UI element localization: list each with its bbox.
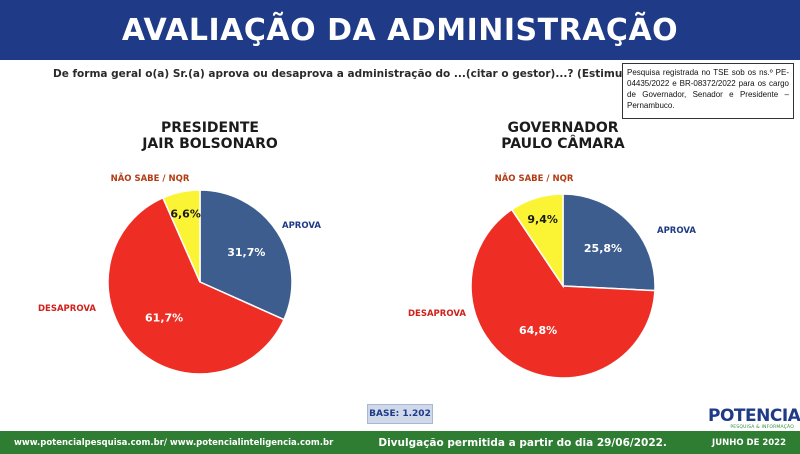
footer-websites[interactable]: www.potencialpesquisa.com.br/ www.potenc… bbox=[14, 437, 334, 448]
chart-title-president-line2: JAIR BOLSONARO bbox=[142, 136, 278, 152]
chart-title-governor-line1: GOVERNADOR bbox=[507, 120, 619, 136]
chart-title-governor-line2: PAULO CÂMARA bbox=[501, 136, 625, 152]
page-title: AVALIAÇÃO DA ADMINISTRAÇÃO bbox=[121, 12, 679, 48]
pie-slice-president-aprova bbox=[199, 189, 293, 321]
registry-note: Pesquisa registrada no TSE sob os ns.º P… bbox=[622, 63, 794, 119]
pie-slice-governor-desaprova bbox=[470, 208, 656, 379]
pie-value-president-desaprova: 61,7% bbox=[145, 312, 183, 325]
pie-value-governor-desaprova: 64,8% bbox=[519, 324, 557, 337]
pie-slice-governor-aprova bbox=[562, 193, 656, 292]
pie-category-president-aprova: APROVA bbox=[282, 221, 321, 231]
base-badge: BASE: 1.202 bbox=[367, 404, 433, 424]
pie-category-governor-desaprova: DESAPROVA bbox=[408, 309, 466, 319]
chart-title-president: PRESIDENTE JAIR BOLSONARO bbox=[125, 120, 295, 152]
pie-category-governor-nao-sabe: NÃO SABE / NQR bbox=[495, 173, 574, 184]
pie-category-president-nao-sabe: NÃO SABE / NQR bbox=[111, 173, 190, 184]
survey-question: De forma geral o(a) Sr.(a) aprova ou des… bbox=[53, 68, 653, 80]
chart-title-president-line1: PRESIDENTE bbox=[161, 120, 259, 136]
pie-value-president-nao-sabe: 6,6% bbox=[170, 208, 201, 221]
pie-slice-president-desaprova bbox=[107, 196, 285, 375]
pie-slice-president-nao-sabe bbox=[161, 189, 201, 283]
footer-bar: www.potencialpesquisa.com.br/ www.potenc… bbox=[0, 431, 800, 454]
pie-slice-governor-nao-sabe bbox=[510, 193, 564, 289]
logo-tagline: PESQUISA & INFORMAÇÃO bbox=[730, 425, 794, 430]
potencial-logo: POTENCIAL PESQUISA & INFORMAÇÃO bbox=[708, 406, 800, 432]
header-bar: AVALIAÇÃO DA ADMINISTRAÇÃO bbox=[0, 0, 800, 60]
pie-value-governor-nao-sabe: 9,4% bbox=[527, 213, 558, 226]
chart-title-governor: GOVERNADOR PAULO CÂMARA bbox=[478, 120, 648, 152]
pie-category-president-desaprova: DESAPROVA bbox=[38, 304, 96, 314]
pie-category-governor-aprova: APROVA bbox=[657, 226, 696, 236]
logo-name: POTENCIAL bbox=[708, 406, 800, 426]
footer-disclosure: Divulgação permitida a partir do dia 29/… bbox=[378, 436, 667, 449]
pie-value-governor-aprova: 25,8% bbox=[584, 242, 622, 255]
pie-value-president-aprova: 31,7% bbox=[227, 246, 265, 259]
footer-date: JUNHO DE 2022 bbox=[712, 437, 786, 448]
